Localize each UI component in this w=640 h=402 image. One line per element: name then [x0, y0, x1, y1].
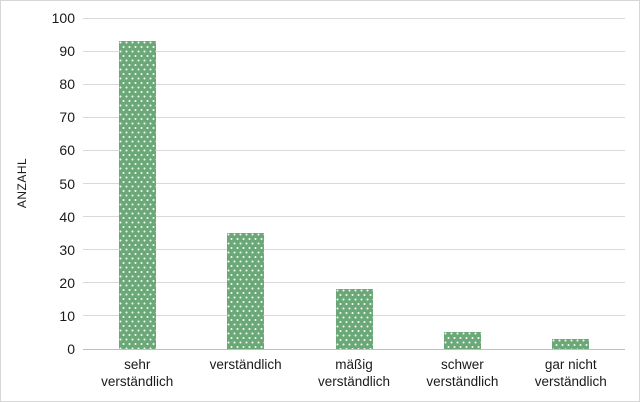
gridline-40: [83, 216, 625, 218]
y-tick-label-20: 20: [59, 274, 75, 291]
gridline-80: [83, 83, 625, 85]
x-category-label-1: sehr verständlich: [83, 356, 191, 390]
x-category-label-4-line-2: verständlich: [426, 374, 499, 389]
y-tick-label-0: 0: [67, 341, 75, 357]
x-category-label-3-line-1: mäßig: [335, 357, 373, 372]
y-tick-label-70: 70: [59, 109, 75, 126]
bar-5: [552, 339, 590, 349]
gridline-20: [83, 282, 625, 284]
x-category-label-4: schwer verständlich: [408, 356, 516, 390]
y-tick-label-10: 10: [59, 307, 75, 324]
gridline-70: [83, 116, 625, 118]
x-category-label-5-line-1: gar nicht: [544, 357, 597, 372]
gridline-90: [83, 50, 625, 52]
x-category-label-3: mäßig verständlich: [300, 356, 408, 390]
x-category-label-1-line-1: sehr: [124, 357, 151, 372]
y-tick-label-80: 80: [59, 76, 75, 93]
x-category-label-4-line-1: schwer: [441, 357, 484, 372]
y-tick-label-100: 100: [51, 10, 75, 26]
y-tick-label-90: 90: [59, 43, 75, 60]
x-category-label-5-line-2: verständlich: [534, 374, 607, 389]
y-tick-label-30: 30: [59, 241, 75, 258]
x-category-label-2: verständlich: [191, 356, 299, 373]
bar-4: [443, 332, 481, 349]
gridline-50: [83, 183, 625, 184]
gridline-60: [83, 149, 625, 151]
gridline-100: [83, 17, 625, 19]
x-category-label-5: gar nicht verständlich: [517, 356, 625, 390]
bar-2: [227, 233, 265, 349]
x-category-label-1-line-2: verständlich: [101, 374, 174, 389]
bar-1: [118, 41, 156, 349]
y-tick-label-40: 40: [59, 208, 75, 225]
bar-3: [335, 289, 373, 349]
x-axis-line: [83, 349, 625, 350]
x-category-label-3-line-2: verständlich: [317, 374, 391, 389]
x-category-label-2-line-1: verständlich: [209, 357, 282, 372]
gridline-30: [83, 249, 625, 251]
y-tick-label-50: 50: [59, 175, 75, 192]
y-tick-label-60: 60: [59, 142, 75, 159]
